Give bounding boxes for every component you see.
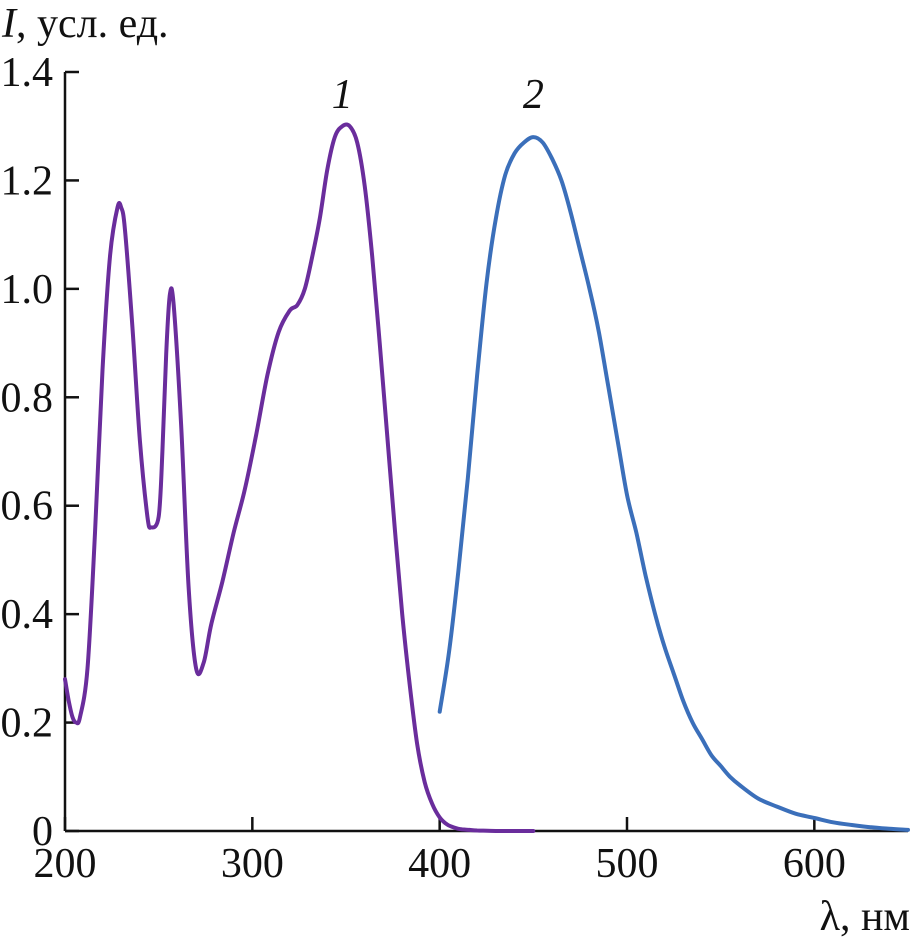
y-tick-label: 0.8	[1, 375, 54, 421]
y-tick-label: 1.4	[1, 50, 54, 96]
y-axis-symbol: I	[1, 1, 18, 47]
y-tick-label: 0.2	[1, 701, 54, 747]
x-axis-units: , нм	[840, 894, 910, 940]
y-axis-units: , усл. ед.	[16, 1, 169, 47]
series-layer	[63, 122, 910, 834]
y-tick-label: 0.4	[1, 592, 54, 638]
x-tick-label: 400	[408, 841, 471, 887]
x-tick-label: 200	[34, 841, 97, 887]
axes: 0 0.2 0.4 0.6 0.8 1.0 1.2 1.4 200 300 400 500 600	[1, 50, 908, 887]
x-tick-label: 600	[783, 841, 846, 887]
curve-label-1: 1	[332, 72, 353, 118]
x-tick-label: 500	[596, 841, 659, 887]
series-line-2	[437, 135, 910, 832]
y-axis-label: I, усл. ед.	[1, 1, 169, 47]
curve-label-2: 2	[523, 72, 544, 118]
y-tick-label: 0.6	[1, 484, 54, 530]
y-tick-label: 0	[32, 809, 53, 855]
y-tick-label: 1.2	[1, 158, 54, 204]
x-tick-label: 300	[221, 841, 284, 887]
y-tick-label: 1.0	[1, 267, 54, 313]
series-line-1	[63, 122, 536, 834]
x-axis-symbol: λ	[820, 894, 841, 940]
x-axis-label: λ, нм	[820, 894, 910, 940]
